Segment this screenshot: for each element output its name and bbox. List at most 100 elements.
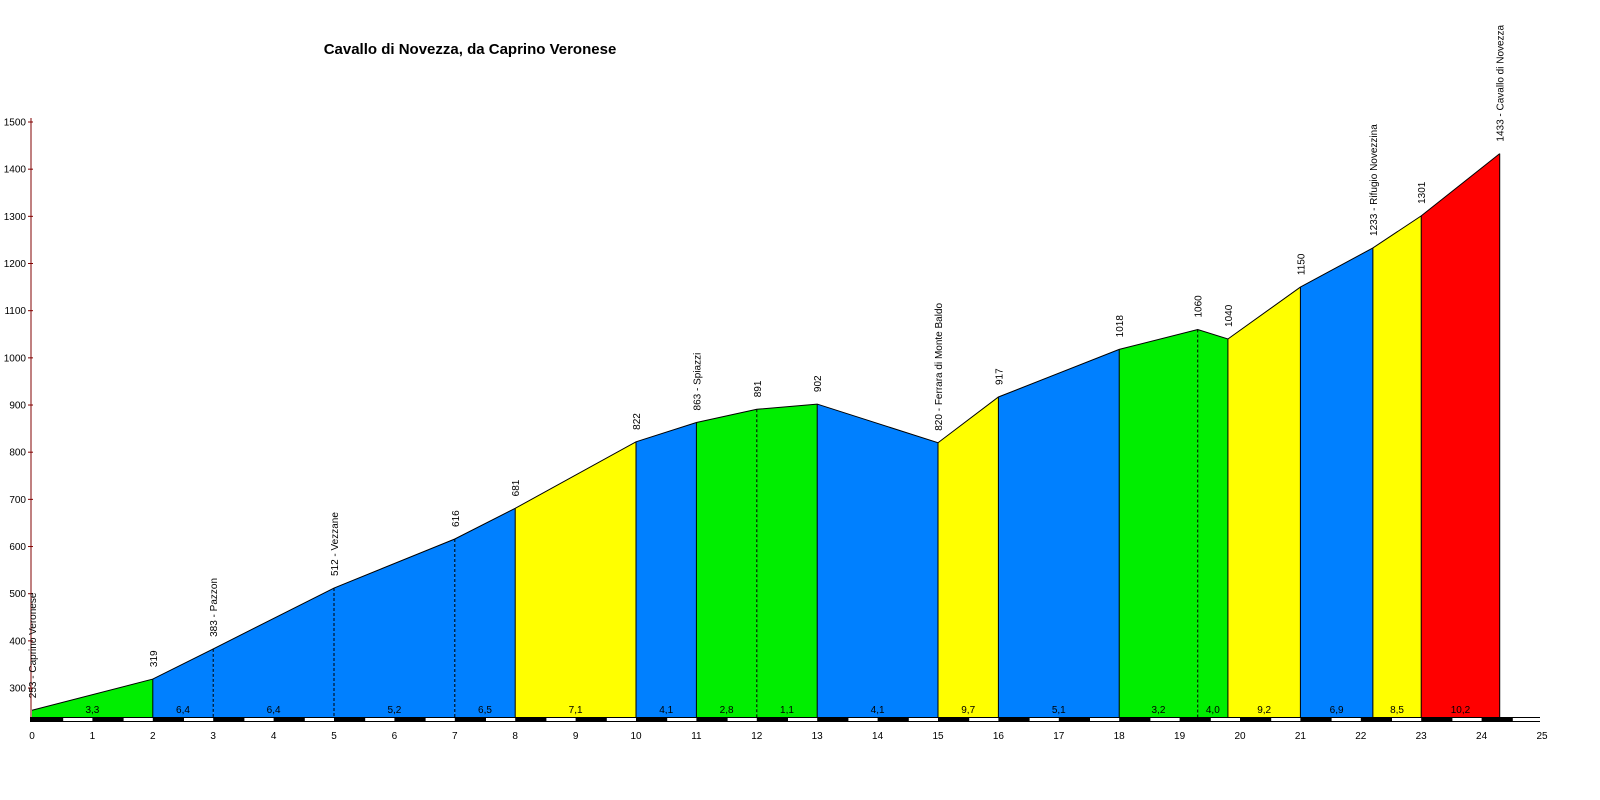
segment-area-8 [696,409,757,717]
x-axis-half-km-37 [1150,718,1180,721]
segment-area-6 [515,441,636,717]
y-tick-label: 300 [9,684,26,695]
gradient-label-11: 9,7 [961,705,975,716]
segment-area-13 [1119,329,1198,717]
gradient-label-9: 1,1 [780,705,794,716]
x-axis-half-km-7 [244,718,274,721]
y-axis-ticks: 300 400 500 600 700 800 900 1000 1100 1200 1300 140… [4,118,33,695]
gradient-label-14: 4,0 [1206,705,1220,716]
x-tick-label: 12 [751,731,763,742]
x-tick-label: 0 [29,731,35,742]
y-tick-label: 500 [9,589,26,600]
point-label-10: 902 [813,375,824,392]
point-labels: 253 - Caprino Veronese 319 383 - Pazzon 512… [28,24,1507,698]
x-tick-label: 24 [1476,731,1488,742]
x-tick-label: 11 [691,731,702,742]
x-tick-label: 22 [1355,731,1367,742]
x-tick-label: 25 [1536,731,1548,742]
y-tick-label: 700 [9,495,26,506]
x-tick-label: 8 [512,731,518,742]
gradient-label-10: 4,1 [871,705,885,716]
point-label-5: 616 [451,510,462,527]
gradient-label-4: 5,2 [387,705,401,716]
x-tick-label: 15 [932,731,944,742]
gradient-label-13: 3,2 [1152,705,1166,716]
point-label-4: 512 - Vezzane [330,512,341,576]
gradient-label-15: 9,2 [1257,705,1271,716]
segment-area-7 [636,422,697,717]
point-label-1: 253 - Caprino Veronese [28,592,39,698]
x-tick-label: 6 [392,731,398,742]
x-axis-half-km-43 [1331,718,1361,721]
x-axis-half-km-27 [848,718,878,721]
profile-outline [31,153,1501,711]
x-axis-half-km-9 [304,718,334,721]
segment-area-10 [817,404,938,717]
x-axis-half-km-31 [969,718,999,721]
x-tick-label: 5 [331,731,337,742]
point-label-19: 1433 - Cavallo di Novezza [1496,24,1507,141]
chart-title: Cavallo di Novezza, da Caprino Veronese [324,41,617,58]
x-axis-half-km-49 [1512,718,1542,721]
point-label-18: 1301 [1417,181,1428,204]
point-label-11: 820 - Ferrara di Monte Baldo [934,302,945,430]
x-axis-half-km-19 [606,718,636,721]
segment-dividers [152,153,1501,717]
x-tick-label: 10 [630,731,642,742]
y-tick-label: 1400 [4,165,27,176]
x-axis-half-km-25 [788,718,818,721]
x-tick-label: 1 [90,731,96,742]
axes [30,118,1542,722]
x-tick-label: 16 [993,731,1005,742]
x-tick-label: 3 [210,731,216,742]
y-tick-label: 1100 [4,306,26,317]
x-axis-half-km-15 [486,718,516,721]
gradient-label-18: 10,2 [1451,705,1471,716]
x-axis-half-km-29 [908,718,938,721]
gradient-label-12: 5,1 [1052,705,1066,716]
segment-area-4 [334,538,455,717]
x-axis-half-km-11 [365,718,395,721]
segment-area-16 [1300,247,1373,717]
segment-area-5 [454,508,516,717]
point-label-16: 1150 [1296,253,1307,275]
gradient-label-1: 3,3 [85,705,99,716]
x-tick-label: 17 [1053,731,1065,742]
x-tick-label: 21 [1295,731,1307,742]
segment-area-9 [756,404,818,717]
y-tick-label: 1200 [4,259,27,270]
x-axis-half-km-5 [184,718,214,721]
y-tick-label: 1500 [4,118,27,129]
x-tick-label: 7 [452,731,458,742]
x-axis-half-km-41 [1271,718,1301,721]
gradient-label-2: 6,4 [176,705,190,716]
gradient-label-5: 6,5 [478,705,492,716]
segment-area-11 [938,397,999,717]
gradient-labels: 3,3 6,4 6,4 5,2 6,5 7,1 4,1 2,8 1,1 4,1 9,7 5,1 3,2 4… [85,705,1470,716]
x-axis-half-km-45 [1392,718,1422,721]
point-label-6: 681 [511,479,522,496]
point-label-15: 1040 [1224,304,1235,327]
x-axis-half-km-33 [1029,718,1059,721]
segment-area-15 [1227,287,1301,717]
x-axis-half-km-21 [667,718,697,721]
x-axis-half-km-3 [123,718,153,721]
gradient-label-17: 8,5 [1390,705,1404,716]
profile-areas [32,153,1500,718]
gradient-label-6: 7,1 [569,705,583,716]
gradient-label-8: 2,8 [720,705,734,716]
point-label-12: 917 [994,368,1005,385]
x-tick-label: 13 [812,731,824,742]
profile-line [31,153,1501,711]
x-tick-label: 19 [1174,731,1186,742]
x-axis-half-km-47 [1452,718,1482,721]
segment-area-2 [152,648,214,717]
x-tick-label: 20 [1234,731,1246,742]
segment-area-18 [1421,153,1500,718]
x-axis-bar [30,717,1540,722]
x-tick-label: 4 [271,731,277,742]
segment-area-3 [213,588,334,717]
y-tick-label: 1000 [4,353,27,364]
x-axis-half-km-13 [425,718,455,721]
